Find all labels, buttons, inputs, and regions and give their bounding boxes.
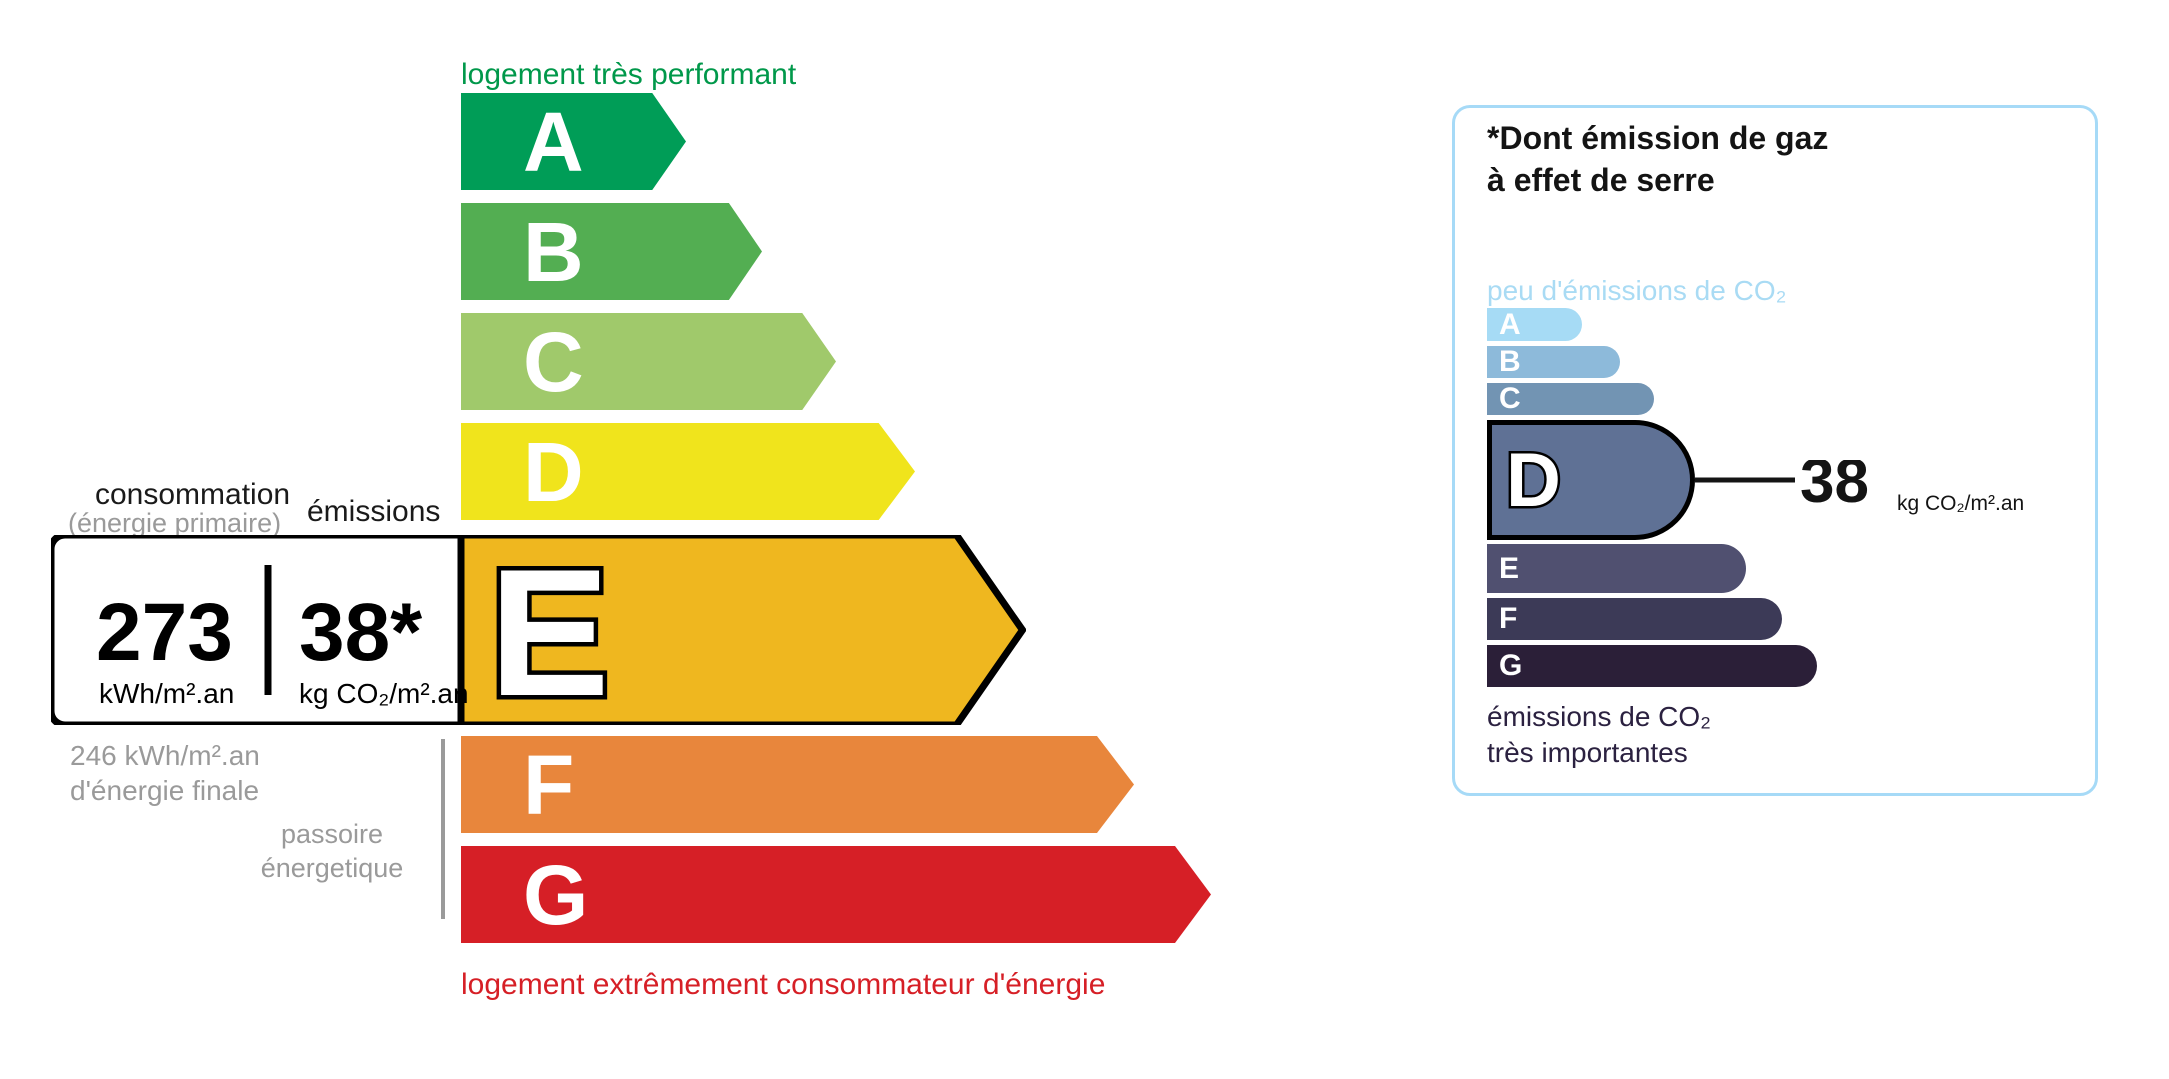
svg-text:273: 273 bbox=[96, 587, 233, 678]
svg-text:38: 38 bbox=[1800, 460, 1869, 516]
svg-text:kg CO₂/m².an: kg CO₂/m².an bbox=[299, 678, 469, 709]
svg-text:kWh/m².an: kWh/m².an bbox=[99, 678, 234, 709]
svg-text:E: E bbox=[489, 535, 610, 725]
svg-text:38*: 38* bbox=[299, 587, 422, 678]
